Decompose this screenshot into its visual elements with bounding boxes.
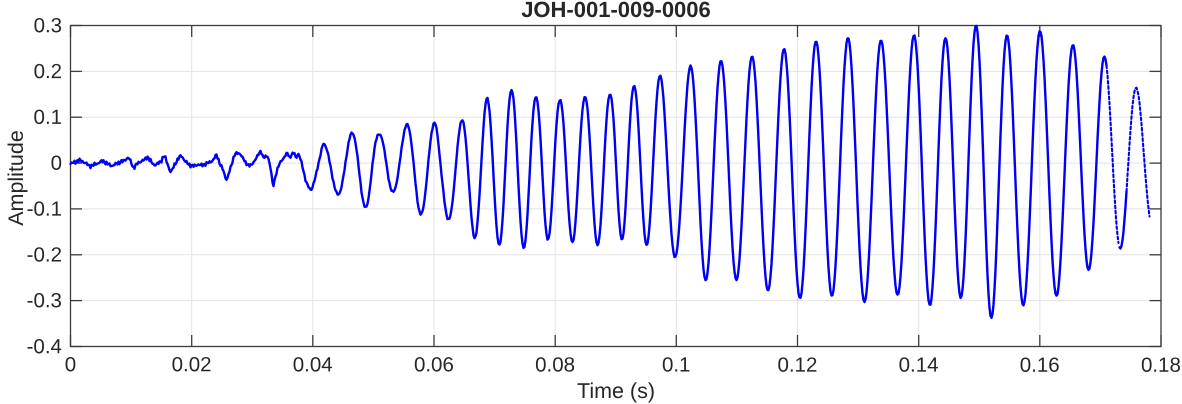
svg-text:JOH-001-009-0006: JOH-001-009-0006 [521,0,711,22]
svg-text:0.14: 0.14 [899,354,939,377]
svg-text:0.06: 0.06 [414,353,454,376]
svg-text:0.16: 0.16 [1020,354,1060,377]
svg-text:-0.4: -0.4 [27,335,62,358]
svg-text:Time (s): Time (s) [577,379,655,403]
svg-text:0.12: 0.12 [777,354,817,377]
svg-text:0.3: 0.3 [34,14,63,37]
svg-text:0.1: 0.1 [34,106,63,129]
svg-text:0.04: 0.04 [293,353,333,376]
svg-text:0: 0 [65,353,76,376]
svg-text:0.02: 0.02 [172,353,212,376]
svg-text:Amplitude: Amplitude [4,130,28,226]
svg-text:0.1: 0.1 [662,354,691,377]
svg-text:0.18: 0.18 [1141,354,1181,377]
svg-text:-0.2: -0.2 [27,244,62,267]
svg-text:0: 0 [51,152,62,175]
svg-text:-0.1: -0.1 [27,198,62,221]
svg-text:-0.3: -0.3 [27,289,62,312]
svg-text:0.2: 0.2 [34,60,63,83]
svg-text:0.08: 0.08 [535,353,575,376]
